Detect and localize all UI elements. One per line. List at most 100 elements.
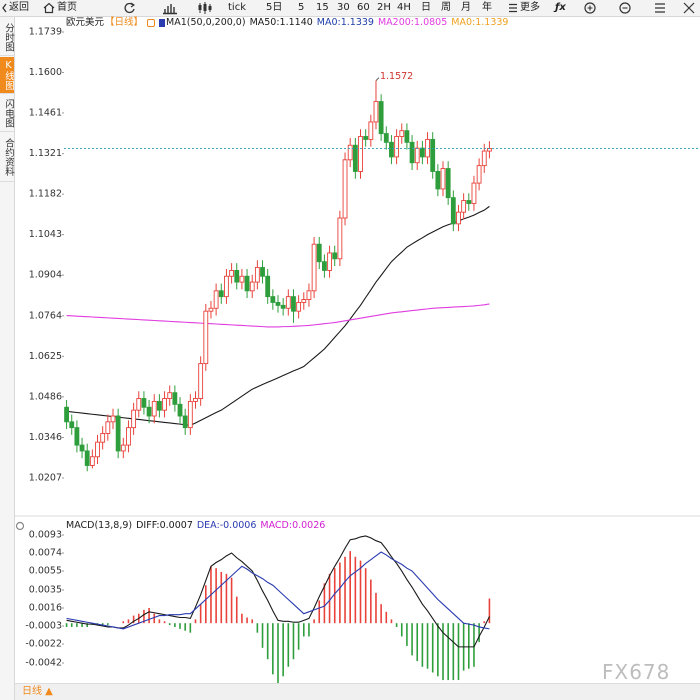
indicator-line	[66, 551, 490, 630]
period-5d[interactable]: 5日	[266, 2, 283, 13]
candle-body	[270, 296, 276, 303]
y-tick-label: 1.1321	[29, 148, 62, 159]
zoom-out-icon[interactable]	[619, 2, 631, 14]
candle-body	[64, 406, 69, 423]
candle-body	[358, 136, 363, 172]
candle-body	[445, 168, 451, 199]
more-button[interactable]: 更多	[520, 2, 540, 13]
candle-body	[131, 409, 137, 429]
tab-flash[interactable]: 闪电图	[0, 95, 14, 132]
toolbar-icons	[2, 2, 695, 15]
candle-body	[435, 170, 441, 190]
home-button[interactable]: 首页	[57, 2, 77, 13]
candle-body	[244, 275, 250, 292]
legend-item: MA200:1.0805	[377, 17, 448, 28]
legend-item: MACD:0.0026	[260, 520, 326, 531]
period-day[interactable]: 日	[421, 2, 431, 13]
candle-body	[347, 144, 353, 161]
home-icon[interactable]	[43, 2, 55, 14]
candle-body	[120, 444, 126, 452]
period-switch[interactable]: 日线 ▲	[22, 686, 53, 697]
y-tick-label: 0.0074	[29, 548, 62, 559]
footer-bar	[15, 683, 700, 700]
legend-item: MA50:1.1140	[249, 17, 313, 28]
sidebar: 分时图 K线图 闪电图 合约资料	[0, 17, 15, 700]
y-tick-label: 0.0093	[29, 530, 62, 541]
legend-item: MA0:1.1339	[451, 17, 509, 28]
period-year[interactable]: 年	[482, 2, 492, 13]
legend-item: DEA:-0.0006	[196, 520, 257, 531]
period-4h[interactable]: 4H	[397, 2, 411, 13]
candle-body	[218, 290, 224, 298]
candle-body	[249, 281, 255, 292]
period-2h[interactable]: 2H	[377, 2, 391, 13]
formula-button[interactable]: ƒx	[555, 2, 566, 13]
y-tick-label: 1.1043	[29, 229, 62, 240]
period-tick[interactable]: tick	[228, 2, 246, 13]
candle-body	[224, 275, 229, 298]
candle-body	[409, 141, 415, 164]
candle-body	[363, 136, 369, 140]
refresh-icon[interactable]	[124, 2, 135, 14]
period-15[interactable]: 15	[316, 2, 329, 13]
candle-body	[394, 136, 400, 158]
candle-body	[79, 444, 85, 452]
candle-body	[234, 269, 240, 283]
tab-timeshare[interactable]: 分时图	[0, 19, 14, 56]
period-month[interactable]: 月	[461, 2, 471, 13]
indicator-line	[66, 205, 490, 426]
watermark: FX678	[602, 660, 671, 684]
period-30[interactable]: 30	[337, 2, 350, 13]
y-tick-label: 1.0207	[29, 473, 62, 484]
candle-body	[419, 147, 425, 158]
candle-body	[378, 101, 384, 135]
candle-body	[177, 403, 183, 417]
settings-icon[interactable]	[15, 521, 25, 531]
candle-icon-body	[208, 6, 212, 10]
candle-body	[450, 197, 456, 225]
bar-icon[interactable]	[163, 4, 177, 15]
y-tick-label: 1.1600	[29, 67, 62, 78]
candle-body	[342, 159, 348, 219]
candle-icon-body	[198, 5, 202, 10]
candle-icon-body	[203, 4, 207, 11]
price-header: 欧元美元 【日线】 MA1(50,0,200,0) MA50:1.1140 MA0…	[66, 17, 508, 29]
tab-kline[interactable]: K线图	[0, 57, 14, 94]
y-tick-label: -0.0003	[25, 621, 62, 632]
back-icon[interactable]	[2, 3, 7, 13]
candle-body	[156, 400, 162, 411]
period-60[interactable]: 60	[357, 2, 370, 13]
y-tick-label: 0.0035	[29, 584, 62, 595]
candle-body	[296, 302, 302, 312]
period-5[interactable]: 5	[298, 2, 305, 13]
candle-body	[89, 456, 95, 466]
candle-body	[254, 267, 260, 283]
candle-body	[213, 290, 219, 309]
period-week[interactable]: 周	[441, 2, 451, 13]
candle-body	[69, 421, 75, 429]
candle-body	[461, 200, 467, 213]
candle-body	[399, 130, 405, 137]
candle-body	[208, 307, 214, 312]
candle-body	[311, 243, 317, 292]
candle-body	[84, 450, 90, 466]
zoom-icon[interactable]	[584, 2, 596, 14]
legend-item: DIFF:0.0007	[136, 520, 193, 531]
candle-body	[126, 427, 131, 446]
period-icon[interactable]	[147, 19, 156, 27]
candle-body	[327, 252, 332, 271]
period: 【日线】	[105, 17, 144, 28]
candle-body	[74, 427, 80, 446]
candle-body	[332, 252, 338, 260]
candle-body	[337, 217, 343, 260]
list-icon[interactable]	[655, 3, 665, 13]
high-marker	[375, 77, 380, 81]
candle-body	[368, 121, 374, 140]
legend-item: MA0:1.1339	[316, 17, 374, 28]
high-label: 1.1572	[380, 71, 413, 82]
candle-body	[280, 304, 286, 309]
tab-contract[interactable]: 合约资料	[0, 133, 14, 182]
back-button[interactable]: 返回	[9, 2, 29, 13]
close-icon[interactable]	[683, 2, 695, 14]
menu-icon[interactable]	[509, 3, 517, 13]
